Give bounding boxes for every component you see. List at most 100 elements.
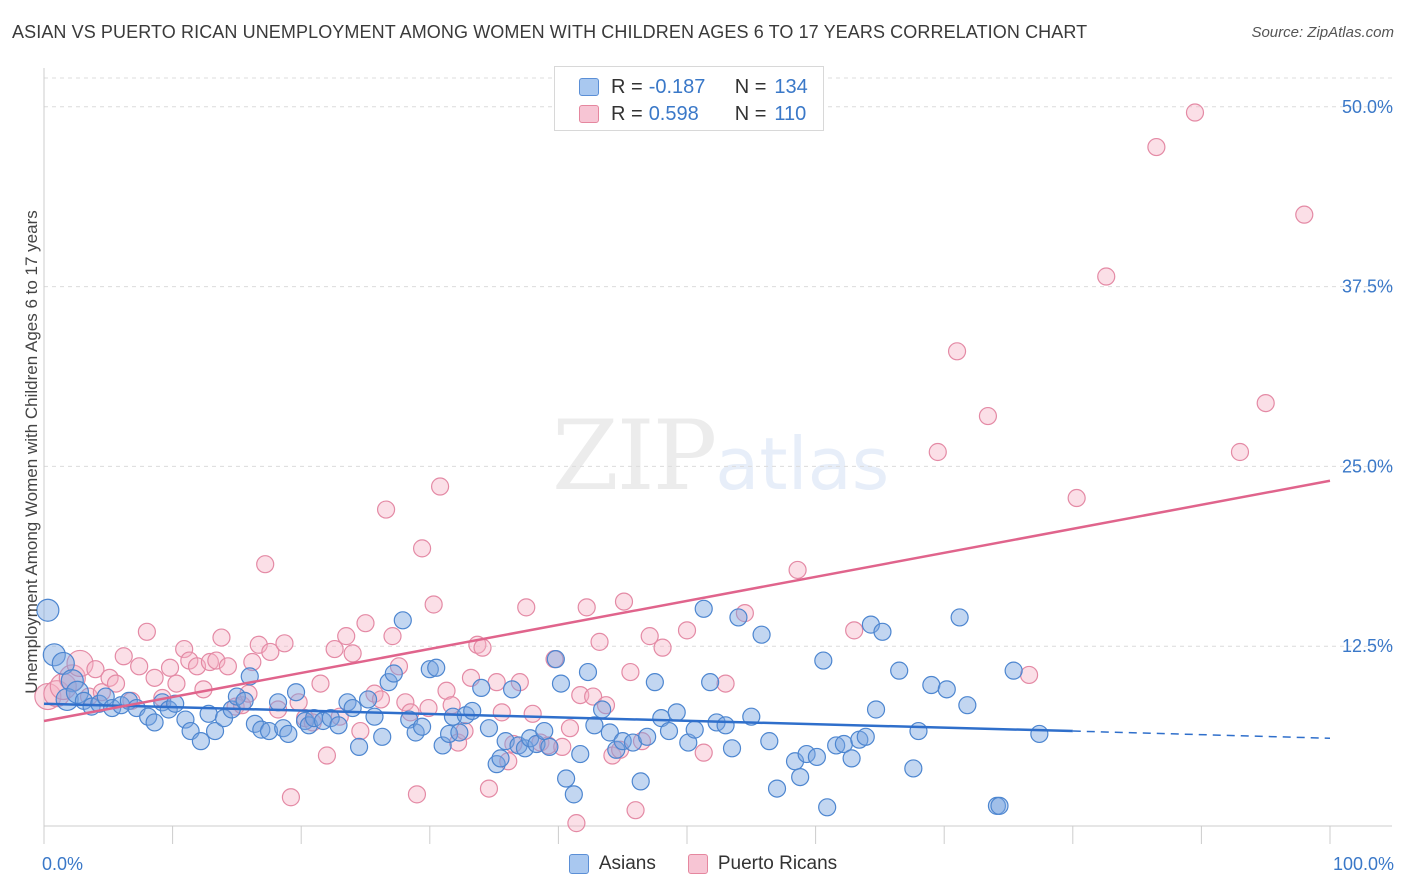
puerto-rican-point (351, 721, 370, 741)
puerto-rican-point (343, 644, 362, 663)
puerto-rican-point (584, 687, 603, 706)
asian-point (373, 727, 392, 746)
puerto-rican-point (473, 638, 492, 657)
asian-point (393, 611, 412, 630)
puerto-rican-point (621, 662, 640, 682)
asian-point (65, 680, 90, 704)
asian-point (593, 700, 612, 719)
legend-n-value: 134 (774, 75, 808, 98)
asian-point (685, 720, 704, 739)
puerto-rican-point (256, 555, 275, 574)
asian-point (861, 615, 880, 634)
asian-point (667, 703, 686, 722)
y-axis-title: Unemployment Among Women with Children A… (22, 210, 41, 694)
asian-point (856, 727, 875, 746)
source-credit: Source: ZipAtlas.com (1251, 24, 1394, 41)
puerto-rican-point (243, 652, 262, 672)
legend-label-puerto-ricans: Puerto Ricans (717, 853, 838, 874)
asian-point (36, 598, 60, 622)
asian-point (767, 779, 787, 798)
puerto-rican-point (1067, 488, 1086, 508)
zipatlas-watermark: ZIPatlas (552, 400, 889, 512)
asian-point (752, 625, 771, 644)
y-tick-label: 50.0% (1342, 97, 1393, 117)
asian-point (427, 658, 446, 677)
puerto-rican-point (325, 639, 344, 659)
y-tick-label: 12.5% (1342, 636, 1393, 656)
asian-point (551, 674, 571, 693)
asian-point (479, 719, 499, 738)
legend-item-puerto-ricans[interactable]: Puerto Ricans (687, 853, 838, 875)
puerto-rican-point (1295, 205, 1314, 224)
asian-point (252, 720, 271, 739)
asian-point (873, 622, 892, 641)
legend-row-asians: R = -0.187 N = 134 (579, 75, 808, 99)
asian-point (842, 749, 861, 768)
puerto-rican-point (1230, 442, 1250, 462)
puerto-rican-point (419, 698, 438, 718)
asian-point (564, 785, 583, 804)
asian-point (701, 673, 720, 692)
puerto-rican-point (492, 703, 511, 722)
watermark-zip: ZIP (552, 400, 717, 512)
puerto-rican-point (160, 658, 180, 677)
asian-point (571, 744, 590, 764)
puerto-rican-point (371, 690, 391, 709)
puerto-rican-point (407, 785, 427, 804)
puerto-rican-point (677, 621, 697, 640)
puerto-rican-point (86, 660, 105, 679)
asian-point (797, 744, 816, 764)
asian-point (645, 673, 664, 692)
puerto-rican-point (590, 632, 609, 651)
asian-trend-line (43, 702, 1073, 733)
puerto-rican-point (510, 673, 529, 692)
y-tick-label: 37.5% (1342, 277, 1393, 297)
asian-point (557, 769, 576, 788)
puerto-rican-point (137, 622, 156, 641)
watermark-atlas: atlas (715, 422, 890, 506)
puerto-rican-point (114, 647, 133, 666)
puerto-rican-point (947, 342, 967, 361)
legend-r-label: R = (611, 102, 643, 125)
x-tick-label: 100.0% (1333, 854, 1394, 874)
puerto-rican-point (130, 657, 149, 676)
stats-legend: R = -0.187 N = 134 R = 0.598 N = 110 (554, 66, 824, 131)
axis-labels: 12.5% 25.0% 37.5% 50.0% 0.0% 100.0% Unemployme… (22, 97, 1394, 874)
asian-point (904, 759, 923, 778)
puerto-rican-point (577, 598, 596, 617)
asian-point (176, 710, 195, 729)
asian-point (191, 732, 210, 751)
puerto-rican-point (376, 500, 396, 519)
puerto-rican-point (560, 719, 580, 738)
legend-swatch-asians (568, 854, 589, 874)
asian-point (358, 690, 378, 709)
puerto-rican-point (1256, 393, 1275, 413)
y-tick-label: 25.0% (1342, 456, 1393, 476)
asian-point (268, 693, 288, 712)
asian-point (279, 724, 298, 744)
legend-n-value: 110 (774, 102, 807, 125)
asian-point (922, 675, 941, 695)
legend-r-value: 0.598 (648, 102, 699, 125)
asian-point (420, 660, 439, 679)
asian-point (343, 698, 362, 718)
legend-item-asians[interactable]: Asians (568, 853, 656, 875)
puerto-rican-point (640, 627, 659, 646)
asian-point (578, 662, 598, 682)
legend-n-label: N = (734, 102, 767, 125)
puerto-rican-point (412, 539, 432, 558)
asian-point (807, 747, 826, 767)
asian-point (503, 680, 522, 699)
puerto-rican-point (614, 592, 634, 611)
asian-point (722, 739, 742, 758)
puerto-rican-point (928, 442, 947, 462)
asian-point (60, 669, 84, 693)
asian-point (866, 700, 886, 719)
puerto-rican-point (200, 652, 219, 672)
legend-label-asians: Asians (598, 853, 656, 874)
asian-point (950, 608, 969, 627)
grid-lines (44, 77, 1392, 647)
legend-n-label: N = (734, 75, 767, 98)
asian-point (515, 739, 535, 758)
asian-point (450, 723, 469, 742)
